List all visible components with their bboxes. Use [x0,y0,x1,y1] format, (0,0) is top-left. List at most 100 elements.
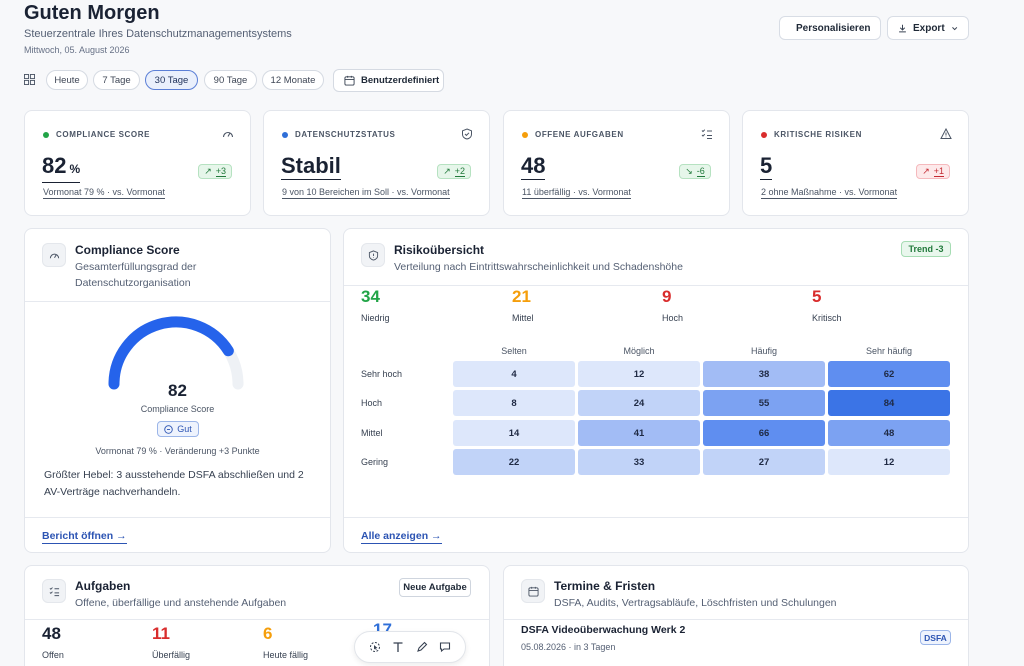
period-90-days[interactable]: 90 Tage [204,70,257,90]
task-stat-overdue: 11 [152,624,170,643]
heatmap-row-header: Mittel [361,428,383,438]
panel-title: Risikoübersicht [394,243,485,257]
text-icon[interactable] [390,639,406,655]
kpi-label: KRITISCHE RISIKEN [774,130,862,139]
status-dot [522,131,528,138]
task-stat-today-label: Heute fällig [263,650,309,660]
divider [344,517,968,518]
kpi-change-badge: ↘ -6 [679,164,711,179]
task-stat-open-label: Offen [42,650,64,660]
trend-down-icon: ↘ [685,166,693,176]
status-dot [43,131,49,138]
heatmap-row-header: Sehr hoch [361,369,403,379]
rating-badge: Gut [157,421,199,437]
panel-title: Compliance Score [75,243,180,257]
risk-count-low: 34 [361,287,380,306]
compliance-panel: Compliance Score Gesamterfüllungsgrad de… [24,228,331,553]
new-task-button[interactable]: Neue Aufgabe [399,578,471,597]
export-button[interactable]: Export [887,16,969,40]
panel-subtitle: Verteilung nach Eintrittswahrscheinlichk… [394,261,683,273]
heatmap-cell[interactable]: 4 [453,361,575,387]
trend-up-icon: ↗ [922,166,930,176]
risk-count-critical: 5 [812,287,822,306]
open-report-link[interactable]: Bericht öffnen → [42,530,127,544]
gauge-score: 82 [168,381,187,400]
period-30-days[interactable]: 30 Tage [145,70,198,90]
period-custom-label: Benutzerdefiniert [361,75,440,86]
gauge-track [108,316,244,390]
heatmap-row-header: Hoch [361,398,383,408]
kpi-footnote[interactable]: 9 von 10 Bereichen im Soll · vs. Vormona… [282,187,450,199]
kpi-value[interactable]: 48 [521,153,546,180]
warning-icon [940,128,952,139]
kpi-value[interactable]: Stabil [281,153,341,180]
event-tag: DSFA [920,630,951,645]
current-date: Mittwoch, 05. August 2026 [24,45,130,55]
gauge-icon [222,131,234,138]
panel-title: Termine & Fristen [554,579,656,593]
kpi-value[interactable]: 5 [760,153,773,180]
heatmap-cell[interactable]: 27 [703,449,825,475]
period-custom-button[interactable]: Benutzerdefiniert [333,69,444,92]
period-12-months[interactable]: 12 Monate [262,70,324,90]
risk-count-critical-label: Kritisch [812,313,842,323]
heatmap-cell[interactable]: 12 [578,361,700,387]
heatmap-cell[interactable]: 8 [453,390,575,416]
heatmap-cell[interactable]: 66 [703,420,825,446]
risk-count-high-label: Hoch [662,313,684,323]
event-title[interactable]: DSFA Videoüberwachung Werk 2 [521,624,686,636]
personalize-button[interactable]: Personalisieren [779,16,881,40]
kpi-footnote[interactable]: 2 ohne Maßnahme · vs. Vormonat [761,187,898,199]
heatmap-cell[interactable]: 12 [828,449,950,475]
risk-count-high: 9 [662,287,672,306]
events-panel: Termine & Fristen DSFA, Audits, Vertrags… [503,565,969,666]
status-dot [761,131,767,138]
panel-title: Aufgaben [75,579,131,593]
heatmap-cell[interactable]: 41 [578,420,700,446]
heatmap-cell[interactable]: 84 [828,390,950,416]
divider [25,301,330,302]
kpi-card-privacy-status[interactable]: DATENSCHUTZSTATUS Stabil ↗ +2 9 von 10 Be… [263,110,490,216]
kpi-change-badge: ↗ +2 [437,164,471,179]
show-all-link[interactable]: Alle anzeigen → [361,530,442,544]
heatmap-cell[interactable]: 33 [578,449,700,475]
heatmap-cell[interactable]: 62 [828,361,950,387]
chevron-down-icon [951,26,957,30]
page-title: Guten Morgen [24,2,160,24]
page-subtitle: Steuerzentrale Ihres Datenschutzmanageme… [24,28,292,40]
compliance-gauge [108,316,244,390]
heatmap-cell[interactable]: 55 [703,390,825,416]
select-icon[interactable] [367,639,383,655]
kpi-label: COMPLIANCE SCORE [56,130,151,139]
period-7-days[interactable]: 7 Tage [93,70,140,90]
kpi-footnote[interactable]: Vormonat 79 % · vs. Vormonat [43,187,166,199]
kpi-card-compliance[interactable]: COMPLIANCE SCORE 82% ↗ +3 Vormonat 79 % ·… [24,110,251,216]
kpi-value[interactable]: 82% [42,155,81,183]
trend-up-icon: ↗ [204,166,212,176]
heatmap-column-header: Möglich [623,346,655,356]
trend-badge: Trend -3 [901,241,951,257]
heatmap-cell[interactable]: 14 [453,420,575,446]
heatmap-cell[interactable]: 48 [828,420,950,446]
panel-subtitle: Gesamterfüllungsgrad der Datenschutzorga… [75,261,197,289]
risk-count-low-label: Niedrig [361,313,390,323]
task-stat-overdue-label: Überfällig [152,650,191,660]
heatmap-cell[interactable]: 24 [578,390,700,416]
divider [25,619,489,620]
kpi-card-critical-risks[interactable]: KRITISCHE RISIKEN 5 ↗ +1 2 ohne Maßnahme … [742,110,969,216]
layout-grid-icon[interactable] [24,74,35,85]
kpi-footnote[interactable]: 11 überfällig · vs. Vormonat [522,187,631,199]
check-circle-icon [164,424,173,434]
heatmap-cell[interactable]: 38 [703,361,825,387]
pen-icon[interactable] [414,639,430,655]
heatmap-cell[interactable]: 22 [453,449,575,475]
kpi-card-open-tasks[interactable]: OFFENE AUFGABEN 48 ↘ -6 11 überfällig · v… [503,110,730,216]
personalize-label: Personalisieren [796,22,871,34]
calendar-icon [344,75,355,86]
gauge-fill [108,316,234,390]
comment-icon[interactable] [437,639,453,655]
period-today[interactable]: Heute [46,70,88,90]
annotation-toolbar [354,631,466,663]
divider [344,285,968,286]
